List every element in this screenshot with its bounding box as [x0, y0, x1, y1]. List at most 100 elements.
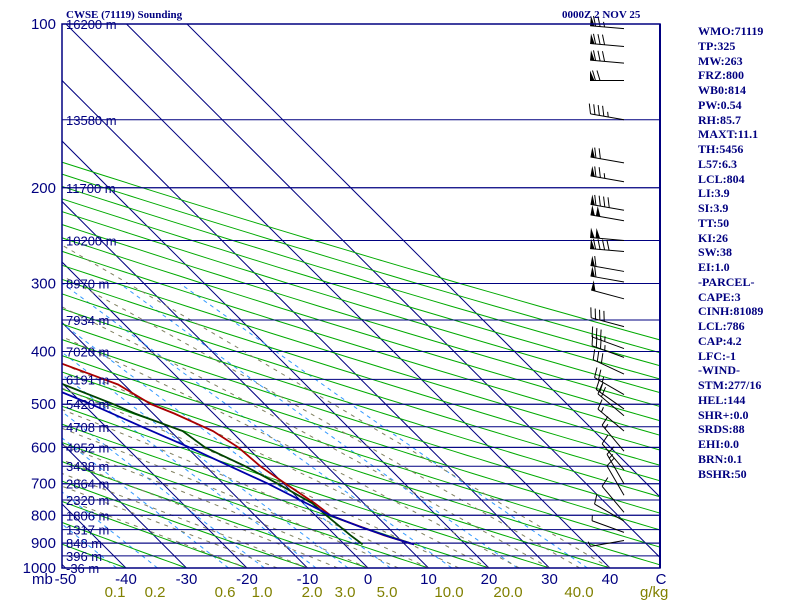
wind-barb-shaft	[590, 25, 625, 30]
wind-barb-shaft	[590, 203, 625, 211]
height-label: 2864 m	[66, 477, 109, 492]
wind-barb	[590, 194, 625, 211]
temperature-tick-label: -50	[55, 571, 77, 588]
wind-barb-feather	[601, 239, 606, 250]
wind-barb-feather	[593, 50, 597, 61]
wind-barb-feather	[594, 256, 597, 267]
height-label: 848 m	[66, 536, 102, 551]
wind-barb-feather	[597, 384, 603, 395]
wind-barb-shaft	[591, 520, 625, 533]
wind-barb	[594, 493, 625, 522]
wind-barb	[590, 238, 625, 253]
dry-adiabat-line	[62, 237, 660, 422]
wind-barb-feather	[599, 381, 604, 393]
wind-barb-shaft	[597, 408, 625, 432]
wind-barb	[595, 379, 625, 410]
wind-barb-flag	[590, 227, 595, 238]
wind-barb-shaft	[590, 156, 625, 164]
wind-barb-shaft	[590, 539, 625, 547]
wind-barb-feather	[606, 446, 615, 455]
temperature-tick-label: 30	[541, 571, 558, 588]
wind-barb-shaft	[594, 503, 625, 522]
wind-barb-feather	[598, 148, 601, 159]
index-item: EHI:0.0	[698, 437, 740, 451]
wind-barb-feather	[588, 103, 592, 114]
temperature-tick-label: 10	[420, 571, 437, 588]
wind-barb	[590, 307, 625, 328]
mixing-ratio-tick-label: 10.0	[434, 584, 463, 600]
wind-barb-feather	[600, 387, 606, 398]
mixing-ratio-tick-label: 3.0	[335, 584, 356, 600]
index-item: TH:5456	[698, 142, 744, 156]
wind-barb	[590, 255, 625, 272]
index-item: BRN:0.1	[698, 451, 743, 466]
height-label: 1806 m	[66, 508, 109, 523]
wind-barb-feather	[594, 166, 597, 177]
wind-barb	[590, 166, 625, 183]
wind-barb-shaft	[590, 59, 625, 64]
wind-barb-shaft	[601, 424, 625, 452]
index-item: LFC:-1	[698, 348, 736, 363]
height-label: 396 m	[66, 549, 102, 564]
wind-barb-flag	[590, 205, 595, 216]
height-label: 10200 m	[66, 233, 117, 248]
wind-barb-feather	[597, 239, 601, 250]
pressure-tick-label: 1000	[23, 560, 56, 577]
pressure-tick-label: 300	[31, 276, 56, 293]
wind-barb-shaft	[591, 345, 625, 358]
temperature-tick-label: 0	[364, 571, 372, 588]
wind-barb-flag	[595, 228, 601, 239]
temperature-tick-label: -20	[236, 571, 258, 588]
dry-adiabat-line	[62, 173, 660, 354]
wind-barb-feather	[594, 194, 597, 206]
index-item: WB0:814	[698, 83, 746, 97]
chart-datetime: 0000Z 2 NOV 25	[562, 9, 641, 21]
background-lines	[62, 24, 660, 568]
index-item: SI:3.9	[698, 201, 729, 215]
wind-barb-feather	[603, 196, 606, 207]
dry-adiabat-line	[62, 224, 660, 408]
pressure-tick-label: 500	[31, 396, 56, 413]
height-label: -36 m	[66, 561, 99, 576]
wind-barb	[590, 147, 625, 164]
wind-barb-feather	[607, 197, 610, 208]
wind-barb-feather	[600, 353, 604, 364]
isotherm-line	[126, 24, 660, 559]
isotherm-line	[62, 200, 429, 568]
wind-barb-feather	[594, 367, 598, 378]
height-label: 13580 m	[66, 113, 117, 128]
index-item: MW:263	[698, 53, 743, 68]
indices-panel: WMO:71119 TP:325 MW:263 FRZ:800 WB0:814 PW:0.…	[698, 24, 798, 481]
height-label: 2320 m	[66, 493, 109, 508]
wind-barb	[588, 103, 625, 121]
wind-barb-flag	[590, 70, 595, 81]
wind-barb	[601, 434, 625, 471]
isotherm-line	[62, 140, 490, 568]
mixing-ratio-tick-label: 0.2	[145, 584, 166, 600]
pressure-tick-label: 900	[31, 535, 56, 552]
wind-barb-flag	[590, 166, 595, 177]
wind-barb-feather	[592, 349, 596, 360]
mixing-ratio-tick-label: 0.1	[105, 584, 126, 600]
mixing-ratio-tick-label: 2.0	[302, 584, 323, 600]
x-axis-unit-label: C	[656, 571, 667, 588]
dry-adiabat-line	[62, 264, 660, 451]
wind-barb-feather	[597, 50, 601, 62]
wind-barb-feather	[597, 34, 601, 45]
mixing-ratio-tick-label: 20.0	[493, 584, 522, 600]
pressure-tick-label: 200	[31, 180, 56, 197]
wind-barb-feather	[591, 335, 594, 346]
index-item: CAP:4.2	[698, 333, 742, 348]
wind-barb-shaft	[590, 214, 625, 222]
mixing-ratio-tick-label: 40.0	[564, 584, 593, 600]
wind-barb-shaft	[606, 465, 625, 496]
wind-barb-flag	[590, 238, 595, 249]
height-label: 8970 m	[66, 277, 109, 292]
index-item: STM:277/16	[698, 378, 762, 392]
wind-barb	[590, 33, 625, 48]
index-item: TP:325	[698, 38, 736, 53]
index-item: BSHR:50	[698, 466, 747, 481]
profile-traces	[62, 362, 415, 546]
